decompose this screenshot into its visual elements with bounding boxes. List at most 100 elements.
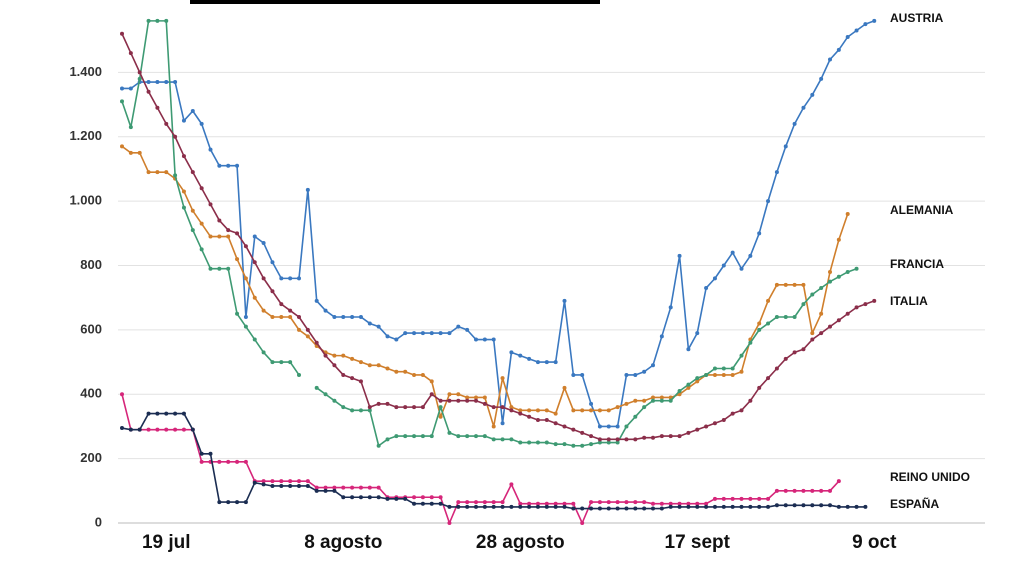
point xyxy=(465,395,470,400)
point xyxy=(367,363,372,368)
point xyxy=(633,500,638,505)
point xyxy=(686,382,691,387)
y-tick-label: 0 xyxy=(95,514,102,529)
point xyxy=(482,401,487,406)
point xyxy=(199,247,204,252)
point xyxy=(243,459,248,464)
x-tick-label: 19 jul xyxy=(142,532,191,553)
point xyxy=(155,170,160,175)
point xyxy=(828,57,832,62)
point xyxy=(633,398,638,403)
point xyxy=(748,504,753,509)
point xyxy=(819,488,824,493)
point xyxy=(261,308,266,313)
point xyxy=(367,408,372,413)
point xyxy=(589,500,594,505)
point xyxy=(465,398,470,403)
point xyxy=(367,405,372,410)
point xyxy=(181,411,186,416)
point xyxy=(305,327,310,332)
point xyxy=(712,276,717,281)
point xyxy=(120,144,124,149)
point xyxy=(199,459,204,464)
point xyxy=(226,163,231,168)
point xyxy=(509,408,514,413)
point xyxy=(420,501,425,506)
point xyxy=(828,269,832,274)
point xyxy=(748,496,753,501)
point xyxy=(500,504,505,509)
point xyxy=(358,315,363,319)
point xyxy=(544,360,549,365)
point xyxy=(120,31,124,36)
point xyxy=(120,426,124,431)
point xyxy=(757,385,762,390)
point xyxy=(783,282,788,287)
series-label: ESPAÑA xyxy=(890,496,939,511)
point xyxy=(367,485,372,490)
point xyxy=(704,501,709,506)
point xyxy=(235,257,240,262)
point xyxy=(270,479,275,484)
point xyxy=(305,483,310,488)
point xyxy=(544,408,549,413)
point xyxy=(420,331,425,336)
point xyxy=(836,318,841,323)
point xyxy=(854,266,859,271)
point xyxy=(712,421,717,426)
x-tick-label: 8 agosto xyxy=(304,532,382,553)
point xyxy=(589,401,594,406)
point xyxy=(226,500,231,505)
point xyxy=(181,427,186,432)
point xyxy=(367,321,372,326)
point xyxy=(270,289,275,294)
point xyxy=(801,105,806,110)
point xyxy=(208,451,213,456)
y-tick-label: 600 xyxy=(80,321,102,336)
point xyxy=(456,500,461,505)
y-tick-label: 400 xyxy=(80,386,102,401)
point xyxy=(190,228,195,233)
point xyxy=(783,356,788,361)
x-tick-label: 28 agosto xyxy=(476,532,565,553)
point xyxy=(403,369,408,374)
point xyxy=(774,282,779,287)
point xyxy=(774,315,779,319)
point xyxy=(774,503,779,508)
point xyxy=(429,379,434,384)
point xyxy=(128,150,133,155)
point xyxy=(350,356,355,361)
point xyxy=(332,315,337,319)
point xyxy=(535,408,540,413)
point xyxy=(420,372,425,377)
point xyxy=(164,80,169,85)
point xyxy=(181,205,186,210)
point xyxy=(482,395,487,400)
point xyxy=(606,437,611,442)
point xyxy=(624,424,629,429)
point xyxy=(730,250,735,255)
point xyxy=(712,496,717,501)
point xyxy=(146,89,151,94)
point xyxy=(217,163,222,168)
point xyxy=(677,434,682,439)
point xyxy=(766,199,771,204)
point xyxy=(695,501,700,506)
point xyxy=(597,500,602,505)
point xyxy=(341,405,346,410)
point xyxy=(288,308,293,313)
point xyxy=(394,405,399,410)
point xyxy=(314,485,319,490)
point xyxy=(651,435,655,440)
point xyxy=(863,22,868,27)
point xyxy=(146,170,151,175)
point xyxy=(226,266,231,271)
point xyxy=(235,163,240,168)
point xyxy=(633,414,638,419)
point xyxy=(226,459,231,464)
point xyxy=(721,372,726,377)
point xyxy=(128,125,133,130)
point xyxy=(527,414,532,419)
point xyxy=(659,398,664,403)
point xyxy=(500,405,505,410)
